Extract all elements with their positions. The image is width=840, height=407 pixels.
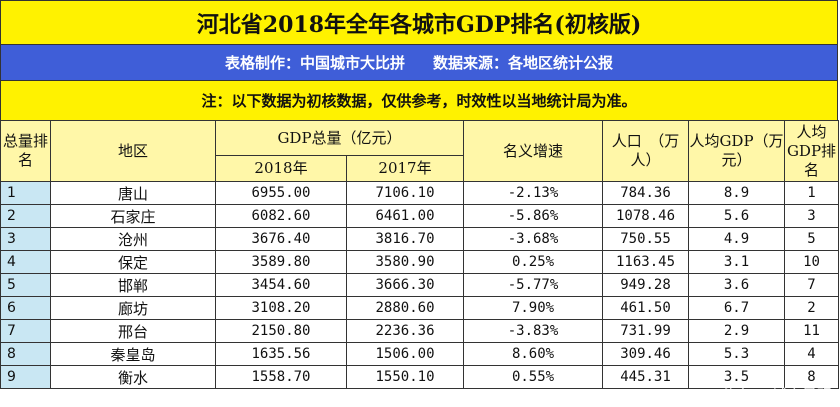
rank-cell: 9 (0, 365, 51, 389)
table-row: 1 唐山 6955.00 7106.10 -2.13% 784.36 8.9 1 (0, 181, 840, 205)
population-cell: 445.31 (602, 365, 690, 389)
gdp-2018-cell: 1635.56 (215, 342, 347, 366)
region-cell: 秦皇岛 (50, 342, 216, 366)
rank-cell: 2 (0, 204, 51, 228)
population-cell: 750.55 (602, 227, 690, 251)
header-2018: 2018年 (215, 155, 347, 182)
per-capita-cell: 3.6 (688, 273, 786, 297)
rank-cell: 3 (0, 227, 51, 251)
population-cell: 784.36 (602, 181, 690, 205)
gdp-2017-cell: 1506.00 (345, 342, 465, 366)
population-cell: 731.99 (602, 319, 690, 343)
growth-cell: 8.60% (463, 342, 604, 366)
header-population: 人口 （万人） (602, 120, 690, 182)
header-per-capita: 人均GDP（万元） (688, 120, 786, 182)
gdp-2017-cell: 3816.70 (345, 227, 465, 251)
growth-cell: 0.55% (463, 365, 604, 389)
gdp-2017-cell: 3580.90 (345, 250, 465, 274)
gdp-2018-cell: 3589.80 (215, 250, 347, 274)
gdp-2017-cell: 2236.36 (345, 319, 465, 343)
per-capita-cell: 2.9 (688, 319, 786, 343)
gdp-table: 总量排名 地区 GDP总量（亿元） 名义增速 人口 （万人） 人均GDP（万元）… (0, 120, 840, 389)
rank-cell: 1 (0, 181, 51, 205)
data-source: 数据来源：各地区统计公报 (433, 54, 614, 72)
region-cell: 衡水 (50, 365, 216, 389)
table-row: 5 邯郸 3454.60 3666.30 -5.77% 949.28 3.6 7 (0, 273, 840, 297)
gdp-2017-cell: 7106.10 (345, 181, 465, 205)
table-row: 9 衡水 1558.70 1550.10 0.55% 445.31 3.5 8 (0, 365, 840, 389)
growth-cell: -5.77% (463, 273, 604, 297)
per-capita-rank-cell: 3 (784, 204, 840, 228)
per-capita-rank-cell: 4 (784, 342, 840, 366)
per-capita-rank-cell: 2 (784, 296, 840, 320)
gdp-2017-cell: 1550.10 (345, 365, 465, 389)
region-cell: 廊坊 (50, 296, 216, 320)
population-cell: 461.50 (602, 296, 690, 320)
rank-cell: 8 (0, 342, 51, 366)
gdp-2017-cell: 2880.60 (345, 296, 465, 320)
per-capita-cell: 5.6 (688, 204, 786, 228)
region-cell: 邯郸 (50, 273, 216, 297)
gdp-2018-cell: 3108.20 (215, 296, 347, 320)
per-capita-rank-cell: 8 (784, 365, 840, 389)
region-cell: 保定 (50, 250, 216, 274)
gdp-2018-cell: 3454.60 (215, 273, 347, 297)
gdp-2018-cell: 2150.80 (215, 319, 347, 343)
table-maker: 表格制作：中国城市大比拼 (224, 54, 405, 72)
growth-cell: 0.25% (463, 250, 604, 274)
per-capita-rank-cell: 1 (784, 181, 840, 205)
gdp-2018-cell: 6082.60 (215, 204, 347, 228)
population-cell: 1163.45 (602, 250, 690, 274)
population-cell: 309.46 (602, 342, 690, 366)
population-cell: 1078.46 (602, 204, 690, 228)
region-cell: 唐山 (50, 181, 216, 205)
disclaimer-note: 注：以下数据为初核数据，仅供参考，时效性以当地统计局为准。 (0, 80, 838, 120)
header-region: 地区 (50, 120, 216, 182)
rank-cell: 7 (0, 319, 51, 343)
watermark: 头条 @城市景观 (722, 386, 832, 404)
per-capita-cell: 6.7 (688, 296, 786, 320)
header-per-capita-rank: 人均GDP排名 (784, 120, 840, 182)
table-row: 2 石家庄 6082.60 6461.00 -5.86% 1078.46 5.6… (0, 204, 840, 228)
header-rank: 总量排名 (0, 120, 51, 182)
per-capita-cell: 5.3 (688, 342, 786, 366)
growth-cell: -5.86% (463, 204, 604, 228)
growth-cell: 7.90% (463, 296, 604, 320)
per-capita-cell: 3.1 (688, 250, 786, 274)
gdp-2018-cell: 6955.00 (215, 181, 347, 205)
per-capita-cell: 4.9 (688, 227, 786, 251)
per-capita-cell: 3.5 (688, 365, 786, 389)
table-row: 7 邢台 2150.80 2236.36 -3.83% 731.99 2.9 1… (0, 319, 840, 343)
rank-cell: 4 (0, 250, 51, 274)
gdp-2017-cell: 3666.30 (345, 273, 465, 297)
growth-cell: -2.13% (463, 181, 604, 205)
sheet-title: 河北省2018年全年各城市GDP排名(初核版) (0, 0, 838, 44)
region-cell: 沧州 (50, 227, 216, 251)
growth-cell: -3.83% (463, 319, 604, 343)
per-capita-rank-cell: 10 (784, 250, 840, 274)
growth-cell: -3.68% (463, 227, 604, 251)
per-capita-rank-cell: 7 (784, 273, 840, 297)
region-cell: 邢台 (50, 319, 216, 343)
credit-bar: 表格制作：中国城市大比拼 数据来源：各地区统计公报 (0, 44, 838, 80)
per-capita-rank-cell: 11 (784, 319, 840, 343)
per-capita-rank-cell: 5 (784, 227, 840, 251)
table-row: 3 沧州 3676.40 3816.70 -3.68% 750.55 4.9 5 (0, 227, 840, 251)
table-row: 8 秦皇岛 1635.56 1506.00 8.60% 309.46 5.3 4 (0, 342, 840, 366)
per-capita-cell: 8.9 (688, 181, 786, 205)
gdp-2018-cell: 3676.40 (215, 227, 347, 251)
region-cell: 石家庄 (50, 204, 216, 228)
population-cell: 949.28 (602, 273, 690, 297)
gdp-2017-cell: 6461.00 (345, 204, 465, 228)
table-row: 6 廊坊 3108.20 2880.60 7.90% 461.50 6.7 2 (0, 296, 840, 320)
header-gdp-total: GDP总量（亿元） (214, 120, 465, 156)
rank-cell: 5 (0, 273, 51, 297)
header-2017: 2017年 (345, 155, 465, 182)
table-row: 4 保定 3589.80 3580.90 0.25% 1163.45 3.1 1… (0, 250, 840, 274)
rank-cell: 6 (0, 296, 51, 320)
header-growth: 名义增速 (463, 120, 604, 182)
gdp-2018-cell: 1558.70 (215, 365, 347, 389)
